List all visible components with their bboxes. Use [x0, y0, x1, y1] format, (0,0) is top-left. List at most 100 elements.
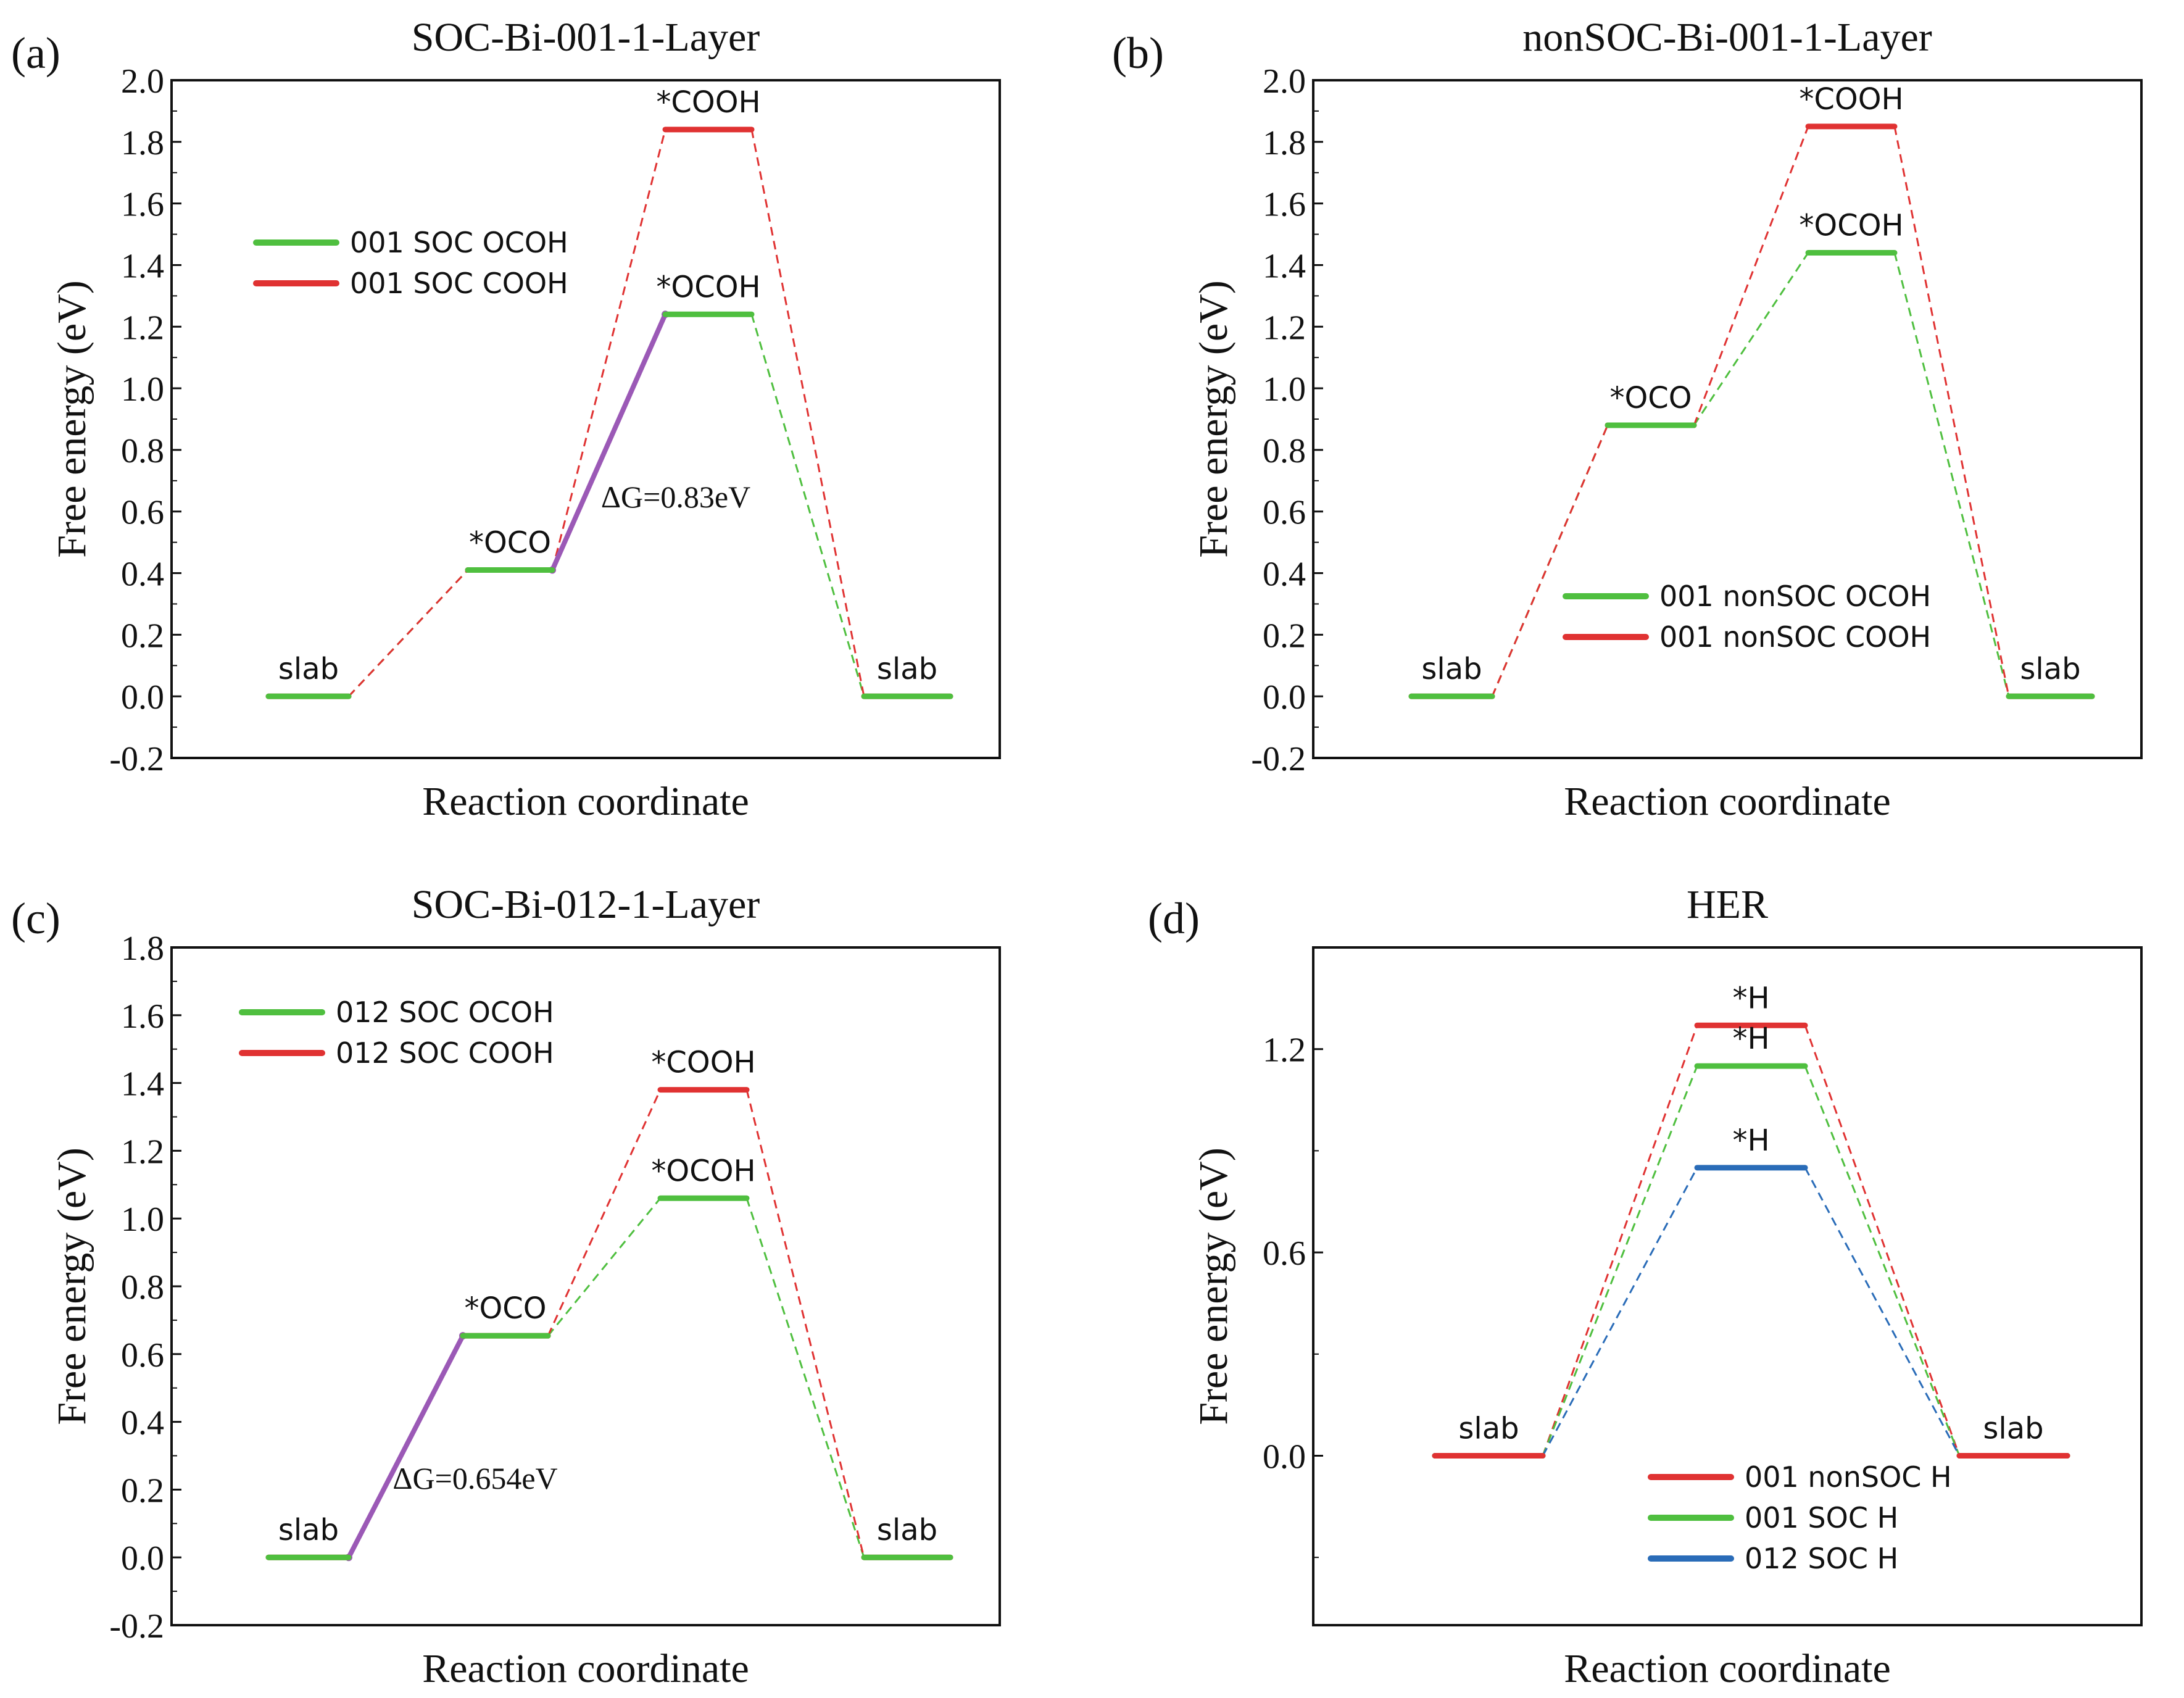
legend-label: 001 nonSOC COOH — [1659, 620, 1931, 654]
legend-label: 012 SOC OCOH — [336, 996, 554, 1029]
step-label: *H — [1732, 1123, 1769, 1158]
y-tick-label: -0.2 — [1251, 740, 1306, 778]
connector-001-soc-cooh — [750, 129, 865, 697]
x-axis-label: Reaction coordinate — [1564, 779, 1891, 824]
y-tick-label: 2.0 — [121, 62, 164, 101]
y-tick-label: 1.2 — [121, 1133, 164, 1171]
y-tick-label: 1.0 — [121, 370, 164, 409]
connector-001-nonsoc-h — [1542, 1025, 1698, 1457]
y-tick-label: 1.6 — [1263, 186, 1306, 224]
chart-panel-2: (b) nonSOC-Bi-001-1-Layer -0.2 0.0 0.2 0.4 0.6… — [1112, 15, 2143, 824]
y-tick-label: 0.0 — [1263, 1438, 1306, 1476]
y-tick-label: 0.4 — [121, 556, 164, 594]
step-label: slab — [1458, 1412, 1519, 1446]
connector-001-soc-cooh — [551, 129, 666, 570]
step-label: *H — [1732, 981, 1769, 1015]
y-tick-label: 1.4 — [121, 1065, 164, 1104]
step-label: slab — [278, 1513, 339, 1547]
step-label: slab — [1421, 652, 1482, 686]
legend-label: 001 nonSOC H — [1745, 1460, 1952, 1494]
chart-title: SOC-Bi-012-1-Layer — [412, 882, 760, 927]
chart-panel-1: (a) SOC-Bi-001-1-Layer -0.2 0.0 0.2 0.4 0.6 0.8… — [11, 15, 1001, 824]
step-label: *OCOH — [656, 270, 760, 304]
y-tick-label: 0.6 — [121, 1336, 164, 1375]
panel-label: (d) — [1148, 894, 1200, 943]
x-axis-label: Reaction coordinate — [1564, 1646, 1891, 1691]
chart-panel-4: (d) HER 0.0 0.6 1.2 Reaction coordinate Free e… — [1148, 882, 2143, 1691]
legend-label: 001 nonSOC OCOH — [1659, 580, 1931, 613]
y-tick-label: 0.6 — [121, 494, 164, 532]
y-tick-label: 0.6 — [1263, 1234, 1306, 1273]
step-label: *OCO — [464, 1291, 546, 1326]
y-tick-label: 1.8 — [1263, 124, 1306, 162]
connector-012-soc-cooh — [745, 1089, 865, 1558]
y-tick-label: 1.2 — [1263, 1031, 1306, 1070]
legend-label: 001 SOC COOH — [350, 267, 568, 300]
chart-title: SOC-Bi-001-1-Layer — [412, 15, 760, 60]
y-tick-label: 0.8 — [121, 432, 164, 470]
y-tick-label: 1.6 — [121, 186, 164, 224]
x-axis-label: Reaction coordinate — [422, 1646, 749, 1691]
legend-label: 012 SOC COOH — [336, 1036, 554, 1070]
connector-001-soc-cooh — [347, 569, 469, 697]
connector-012-soc-h — [1804, 1167, 1961, 1457]
y-axis-label: Free energy (eV) — [49, 280, 94, 558]
y-tick-label: 0.6 — [1263, 494, 1306, 532]
chart-panel-3: (c) SOC-Bi-012-1-Layer -0.2 0.0 0.2 0.4 0.6 0.8… — [11, 882, 1001, 1691]
y-tick-label: 1.0 — [1263, 370, 1306, 409]
y-tick-label: 1.4 — [1263, 247, 1306, 285]
connector-001-soc-h — [1542, 1065, 1698, 1457]
step-label: slab — [1983, 1412, 2043, 1446]
y-tick-label: 0.2 — [121, 617, 164, 655]
panel-label: (b) — [1112, 28, 1164, 78]
y-tick-label: 1.0 — [121, 1201, 164, 1239]
legend-label: 001 SOC H — [1745, 1501, 1898, 1534]
y-tick-label: 1.8 — [121, 930, 164, 968]
connector-012-soc-cooh — [547, 1089, 662, 1336]
y-tick-label: 1.6 — [121, 997, 164, 1036]
delta-g-label: ΔG=0.654eV — [392, 1461, 557, 1496]
plot-frame — [1312, 946, 2143, 1626]
y-tick-label: 0.8 — [121, 1268, 164, 1307]
step-label: *OCOH — [1799, 208, 1903, 243]
step-label: *OCO — [469, 526, 551, 560]
connector-012-soc-h — [1542, 1167, 1698, 1457]
connector-001-nonsoc-ocoh — [1693, 252, 1809, 426]
y-tick-label: 0.4 — [1263, 556, 1306, 594]
step-label: slab — [877, 1513, 937, 1547]
y-axis-label: Free energy (eV) — [1191, 280, 1236, 558]
connector-001-soc-h — [1804, 1065, 1961, 1457]
y-tick-label: 0.8 — [1263, 432, 1306, 470]
step-label: slab — [877, 652, 937, 686]
step-label: *OCOH — [651, 1154, 755, 1188]
step-label: *COOH — [656, 85, 760, 120]
connector-001-nonsoc-h — [1804, 1025, 1961, 1457]
y-tick-label: -0.2 — [109, 740, 164, 778]
chart-title: nonSOC-Bi-001-1-Layer — [1522, 15, 1932, 60]
y-tick-label: 0.0 — [121, 1539, 164, 1578]
y-tick-label: 1.8 — [121, 124, 164, 162]
y-axis-label: Free energy (eV) — [1191, 1147, 1236, 1425]
delta-g-line — [346, 1334, 465, 1559]
connector-001-nonsoc-cooh — [1893, 126, 2010, 697]
y-tick-label: 1.2 — [1263, 309, 1306, 347]
step-label: slab — [2020, 652, 2080, 686]
connector-012-soc-ocoh — [547, 1197, 662, 1337]
y-tick-label: -0.2 — [109, 1607, 164, 1646]
panel-label: (c) — [11, 894, 60, 943]
connector-001-nonsoc-cooh — [1491, 425, 1609, 697]
step-label: *H — [1732, 1022, 1769, 1056]
y-tick-label: 2.0 — [1263, 62, 1306, 101]
y-tick-label: 0.0 — [1263, 678, 1306, 717]
y-tick-label: 1.2 — [121, 309, 164, 347]
y-tick-label: 0.2 — [121, 1471, 164, 1510]
step-label: *OCO — [1609, 381, 1692, 415]
connector-001-soc-ocoh — [750, 314, 865, 697]
y-tick-label: 1.4 — [121, 247, 164, 285]
legend-label: 012 SOC H — [1745, 1542, 1898, 1575]
connector-012-soc-ocoh — [745, 1197, 865, 1558]
chart-title: HER — [1687, 882, 1768, 927]
y-tick-label: 0.0 — [121, 678, 164, 717]
delta-g-line — [550, 313, 668, 572]
